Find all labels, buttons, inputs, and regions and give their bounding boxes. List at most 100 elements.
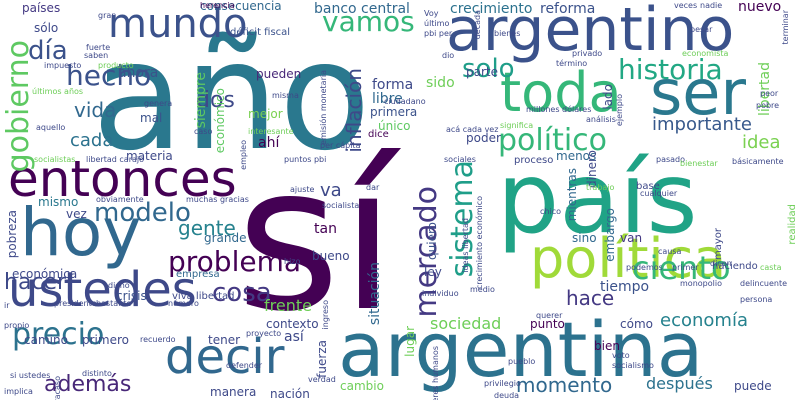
word: siempre [193,72,209,129]
word: defender [226,361,263,370]
word: economía [660,310,748,331]
word: bien [594,339,620,353]
word: grande [204,231,247,245]
word: solo [462,54,515,84]
word: querer [536,311,563,320]
word: precio [12,317,105,352]
word: caso [194,127,213,136]
word: tiempo [600,279,650,295]
word: Voy [424,9,439,18]
word: haciendo [712,261,758,272]
word: ciudadano [384,97,426,106]
word: manera [210,385,257,399]
word: cambio [340,379,384,393]
word: además [44,372,132,397]
word: puede [734,379,772,393]
word: van [620,231,643,245]
word: sino [572,231,597,245]
word: país [497,142,698,256]
word: banco central [314,1,410,17]
word: dicho [108,281,130,290]
word: crisis [116,289,147,303]
word: saben [84,51,109,60]
word: mismo [38,195,79,209]
word: verdad [308,375,336,384]
word: vamos [322,5,415,38]
word: ahora [118,65,159,81]
word: fuerza [315,340,329,378]
word: dar [366,183,380,192]
word: lugar [403,326,417,357]
word: impuesto [44,61,82,70]
word: emisión monetaria [319,70,328,145]
word: después [646,374,713,393]
word: casta [760,263,782,272]
word: ustedes [8,262,197,318]
word: proyecto [246,329,282,338]
word: terminar [781,10,790,45]
word: punto [530,317,565,331]
word: camino [24,333,68,347]
word: sólo [34,21,59,35]
word: importante [652,114,753,135]
word: seres humanos [431,346,440,400]
word: pasado [656,155,686,164]
word: año [92,10,371,184]
word: bastante [96,299,132,308]
word: déficit fiscal [230,27,291,38]
word: delincuente [740,279,788,288]
word: ejemplo [615,94,624,127]
word: cada [70,130,114,151]
word: ser [650,56,746,129]
word: producto [98,61,134,70]
word: significa [500,121,534,130]
word: contexto [266,317,319,331]
word: recuerdo [140,335,176,344]
word: dos [196,88,235,113]
word: deuda [494,391,520,400]
word: misma [272,91,299,100]
word: política [530,227,727,290]
word: distinto [82,369,112,378]
word: hecho [66,59,152,92]
word: pobre [756,101,780,110]
word: bienestar [680,159,718,168]
word: primero [82,333,129,347]
word: crecimiento [450,1,533,17]
word: ahí [258,135,280,151]
word: pueblo [508,357,536,366]
word: aquello [36,123,66,132]
word: decir [165,329,285,385]
word: mientras [565,168,579,222]
word: día [28,36,68,66]
word: ley [424,265,442,279]
word: mal [140,111,163,125]
word: bienes [494,29,521,38]
word: idea [742,132,781,153]
word: genera [144,99,173,108]
word: sociales [444,155,476,164]
word: pueden [256,67,302,81]
word: viva libertad [172,291,235,302]
word: cosa [212,278,272,308]
word: mayor [713,228,724,261]
word: inflación [342,68,366,153]
word: dice [368,129,389,140]
word: dio [442,51,455,60]
word: mejor [248,107,283,121]
word: privado [572,49,603,58]
word: sido [426,75,455,91]
word: momento [516,373,613,397]
word: empresa [176,269,220,280]
word: ciento [632,249,731,287]
word: gente [178,216,236,240]
word: presidente [54,299,97,308]
word: puntos pbi [284,155,327,164]
word: dicen [710,259,732,268]
word: acá cada vez [446,125,499,134]
word: podemos [626,263,663,272]
word: cualquier [640,189,678,198]
word: argentina [338,305,704,394]
word: bueno [312,249,350,263]
